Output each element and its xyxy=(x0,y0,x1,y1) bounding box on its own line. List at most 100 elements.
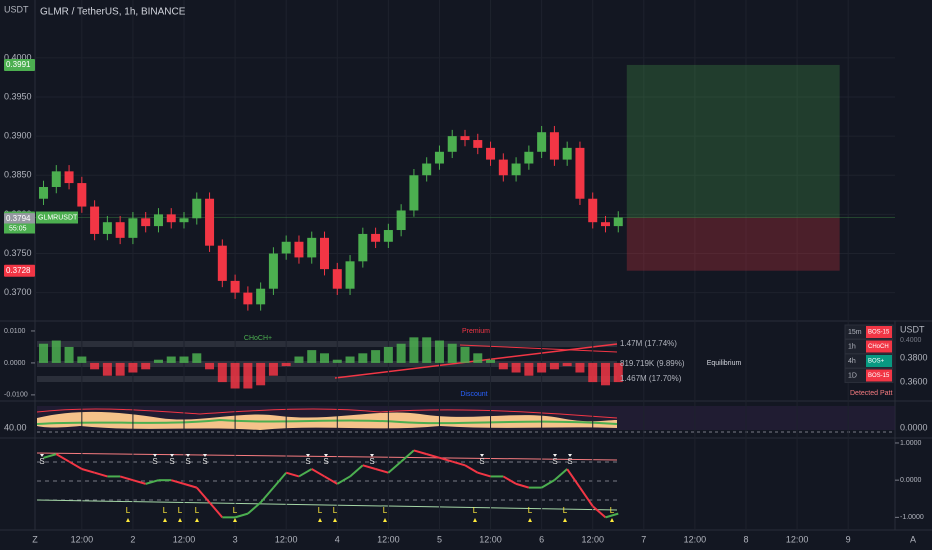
short-marker xyxy=(186,454,190,457)
long-marker xyxy=(233,518,237,522)
volume-label: 1.47M (17.74%) xyxy=(620,339,677,348)
oscillator-segment xyxy=(592,505,607,519)
short-label: S xyxy=(305,457,310,466)
short-label: S xyxy=(567,457,572,466)
trend-line xyxy=(36,499,618,511)
short-label: S xyxy=(323,457,328,466)
x-tick-label: 12:00 xyxy=(71,534,94,544)
histogram-bar xyxy=(588,362,598,383)
oscillator-segment xyxy=(362,464,376,470)
histogram-bar xyxy=(383,346,393,363)
oscillator-segment xyxy=(272,472,287,489)
y-tick-label: 0.0100 xyxy=(4,328,26,335)
candle-body xyxy=(90,206,100,234)
long-marker xyxy=(163,518,167,522)
table-status: CHoCH xyxy=(868,344,889,350)
long-marker xyxy=(528,518,532,522)
y-tick-label: 0.4000 xyxy=(4,52,32,62)
smc-annotation: Premium xyxy=(462,328,490,335)
oscillator-segment xyxy=(285,471,300,478)
x-tick-label: 12:00 xyxy=(581,534,604,544)
smc-annotation: Equilibrium xyxy=(707,360,742,367)
volume-band xyxy=(37,361,617,367)
candle-body xyxy=(141,218,151,227)
band-right-label: 0.0000 xyxy=(900,422,928,432)
layout xyxy=(0,0,932,531)
histogram-bar xyxy=(179,356,189,363)
histogram-bar xyxy=(371,350,381,363)
right-axis-label: 0.3600 xyxy=(900,376,928,386)
y-tick-label: 0.3850 xyxy=(4,170,32,180)
histogram-bar xyxy=(102,362,112,376)
long-marker xyxy=(333,518,337,522)
candle-body xyxy=(409,175,419,211)
table-status: BOS+ xyxy=(868,359,885,365)
oscillator-segment xyxy=(464,464,479,474)
long-label: L xyxy=(610,506,615,515)
table-status: BOS-15 xyxy=(868,373,890,379)
histogram-bar xyxy=(115,362,125,376)
short-label: S xyxy=(185,457,190,466)
candle-body xyxy=(600,222,610,227)
price-tag-label: 0.3991 xyxy=(6,60,31,69)
oscillator-segment xyxy=(579,487,594,507)
candle-body xyxy=(64,171,74,184)
candle-body xyxy=(230,280,240,293)
oscillator-segment xyxy=(234,512,249,519)
smc-annotation: Discount xyxy=(460,391,487,398)
chart-title: GLMR / TetherUS, 1h, BINANCE xyxy=(40,7,186,18)
candle-body xyxy=(537,132,547,152)
x-tick-label: 3 xyxy=(233,534,238,544)
table-status: BOS-15 xyxy=(868,330,890,336)
oscillator-segment xyxy=(413,449,427,456)
smc-annotation: CHoCH+ xyxy=(244,335,272,342)
oscillator-segment xyxy=(605,512,619,519)
oscillator-segment xyxy=(119,475,134,482)
oscillator-segment xyxy=(439,456,453,463)
candle-body xyxy=(153,214,163,227)
candle-body xyxy=(217,245,227,281)
histogram-bar xyxy=(447,343,457,363)
y-tick-label: 1.0000 xyxy=(900,440,922,447)
candle-body xyxy=(575,147,585,199)
x-tick-label: 8 xyxy=(743,534,748,544)
price-tag-label: 0.3728 xyxy=(6,266,31,275)
short-label: S xyxy=(552,457,557,466)
volume-label: 819.719K (9.89%) xyxy=(620,359,685,368)
candle-body xyxy=(396,210,406,231)
target-zone xyxy=(626,64,840,218)
band-line xyxy=(36,418,618,425)
candle-body xyxy=(524,151,534,164)
candle-body xyxy=(256,288,266,305)
short-marker xyxy=(553,454,557,457)
x-tick-label: 12:00 xyxy=(377,534,400,544)
long-marker xyxy=(610,518,614,522)
price-tag xyxy=(4,264,35,277)
candle-body xyxy=(332,269,342,289)
long-label: L xyxy=(163,506,168,515)
candle-body xyxy=(243,292,253,305)
long-label: L xyxy=(233,506,238,515)
volume-band xyxy=(37,376,617,382)
candle-body xyxy=(51,171,61,187)
long-marker xyxy=(563,518,567,522)
candle-body xyxy=(486,147,496,160)
histogram-bar xyxy=(39,343,49,363)
corner-icon: Z xyxy=(32,534,38,544)
candle-body xyxy=(434,151,444,164)
candle-body xyxy=(102,222,112,234)
long-label: L xyxy=(318,506,323,515)
histogram-bar xyxy=(256,362,266,386)
candle-body xyxy=(39,186,49,199)
oscillator-segment xyxy=(336,475,351,485)
short-marker xyxy=(306,454,310,457)
price-tag-label: 0.3794 xyxy=(6,214,31,223)
candle-body xyxy=(294,241,304,258)
histogram-bar xyxy=(396,343,406,363)
short-marker xyxy=(203,454,207,457)
oscillator-segment xyxy=(196,486,211,504)
oscillator-segment xyxy=(515,482,530,489)
y-tick-label: 0.3750 xyxy=(4,248,32,258)
trend-line xyxy=(36,452,618,461)
